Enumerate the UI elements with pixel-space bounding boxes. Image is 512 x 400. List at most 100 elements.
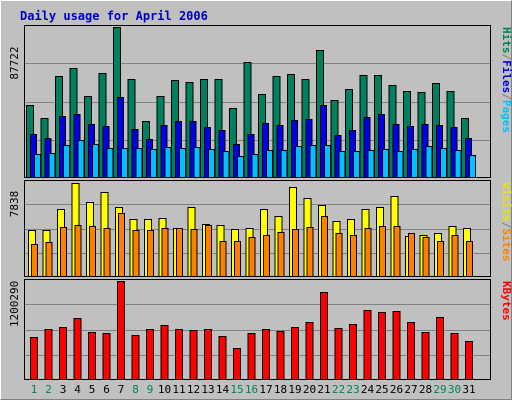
bar-pages-day-6: [106, 148, 114, 178]
bar-kbytes-day-20: [305, 322, 314, 380]
bar-pages-day-18: [280, 150, 288, 178]
bar-pages-day-20: [309, 145, 317, 178]
day-label-21: 21: [317, 383, 330, 396]
bar-sites-day-5: [89, 226, 96, 277]
bar-pages-day-1: [34, 154, 41, 178]
bar-sites-day-8: [132, 230, 140, 277]
bar-sites-day-17: [263, 235, 270, 277]
bar-kbytes-day-8: [131, 335, 140, 380]
bar-pages-day-12: [193, 147, 201, 178]
bar-pages-day-17: [266, 150, 273, 178]
bar-kbytes-day-7: [117, 281, 125, 380]
bar-pages-day-11: [179, 148, 186, 178]
day-label-4: 4: [74, 383, 81, 396]
day-label-24: 24: [361, 383, 375, 396]
legend-part-separator: /: [500, 93, 512, 100]
bar-kbytes-day-28: [421, 332, 430, 380]
bar-pages-day-27: [411, 149, 418, 178]
bar-sites-day-15: [234, 241, 241, 277]
bar-kbytes-day-5: [88, 332, 96, 380]
bar-sites-day-6: [103, 228, 111, 277]
bar-kbytes-day-19: [291, 327, 299, 380]
legend-part-sites: Sites: [500, 228, 512, 261]
panel-border: [24, 279, 491, 380]
bar-sites-day-23: [350, 235, 357, 277]
day-label-17: 17: [259, 383, 272, 396]
panel-kbytes: 1200290 KBytes: [8, 279, 512, 380]
bar-pages-day-5: [92, 144, 99, 178]
day-label-18: 18: [274, 383, 287, 396]
bar-pages-day-16: [251, 154, 259, 178]
bar-kbytes-day-31: [465, 341, 473, 380]
bar-pages-day-9: [150, 149, 157, 178]
day-label-22: 22: [332, 383, 345, 396]
bar-kbytes-day-18: [276, 331, 285, 380]
bar-sites-day-3: [60, 227, 67, 277]
legend-part-kbytes: KBytes: [500, 281, 512, 321]
bar-sites-day-1: [31, 244, 38, 277]
day-label-30: 30: [448, 383, 461, 396]
bar-sites-day-20: [306, 227, 314, 277]
bar-sites-day-30: [451, 235, 459, 277]
bar-kbytes-day-2: [44, 329, 53, 380]
bar-sites-day-11: [176, 228, 183, 277]
day-label-3: 3: [60, 383, 67, 396]
axis-max-label: 1200290: [8, 281, 21, 327]
bar-kbytes-day-11: [175, 329, 183, 380]
day-label-2: 2: [45, 383, 52, 396]
bar-pages-day-23: [353, 151, 360, 178]
bar-pages-day-15: [237, 156, 244, 178]
chart-title: Daily usage for April 2006: [20, 9, 208, 23]
bar-kbytes-day-17: [262, 329, 270, 380]
day-label-29: 29: [433, 383, 446, 396]
bar-sites-day-29: [437, 241, 444, 277]
bar-pages-day-10: [164, 147, 172, 178]
legend-part-visits: Visits: [500, 182, 512, 222]
bar-kbytes-day-13: [204, 329, 212, 380]
bar-pages-day-4: [77, 140, 85, 178]
day-label-13: 13: [201, 383, 214, 396]
bar-pages-day-29: [440, 148, 447, 178]
bar-kbytes-day-15: [233, 348, 241, 380]
bar-sites-day-16: [248, 237, 256, 277]
bar-sites-day-22: [335, 233, 343, 277]
bar-sites-day-7: [118, 213, 125, 277]
bar-kbytes-day-6: [102, 333, 111, 380]
bar-kbytes-day-23: [349, 324, 357, 380]
bar-kbytes-day-26: [392, 311, 401, 380]
bar-pages-day-7: [121, 148, 128, 178]
bar-sites-day-9: [147, 230, 154, 277]
day-label-6: 6: [103, 383, 110, 396]
bar-pages-day-30: [454, 150, 462, 178]
bar-pages-day-19: [295, 146, 302, 178]
day-label-10: 10: [158, 383, 171, 396]
day-label-7: 7: [118, 383, 125, 396]
day-label-20: 20: [303, 383, 316, 396]
axis-max-label: 87722: [8, 46, 21, 79]
bar-pages-day-13: [208, 149, 215, 178]
bar-pages-day-28: [425, 146, 433, 178]
bar-sites-day-18: [277, 232, 285, 277]
day-label-12: 12: [187, 383, 200, 396]
panel-border: [24, 180, 491, 277]
day-label-26: 26: [390, 383, 403, 396]
bar-sites-day-28: [422, 237, 430, 277]
bar-pages-day-26: [396, 151, 404, 178]
bar-kbytes-day-21: [320, 292, 328, 380]
bar-kbytes-day-14: [218, 336, 227, 380]
series-legend-label: KBytes: [500, 281, 512, 321]
bar-kbytes-day-22: [334, 328, 343, 380]
axis-max-label: 7838: [8, 191, 21, 218]
bar-sites-day-19: [292, 229, 299, 277]
bar-pages-day-3: [63, 145, 70, 178]
bar-pages-day-14: [222, 151, 230, 178]
day-label-8: 8: [132, 383, 139, 396]
day-label-25: 25: [375, 383, 388, 396]
bar-pages-day-2: [48, 153, 56, 178]
day-label-31: 31: [462, 383, 475, 396]
bar-kbytes-day-24: [363, 310, 372, 380]
series-legend-label: Visits/Sites: [500, 182, 512, 262]
bar-sites-day-31: [466, 241, 473, 277]
